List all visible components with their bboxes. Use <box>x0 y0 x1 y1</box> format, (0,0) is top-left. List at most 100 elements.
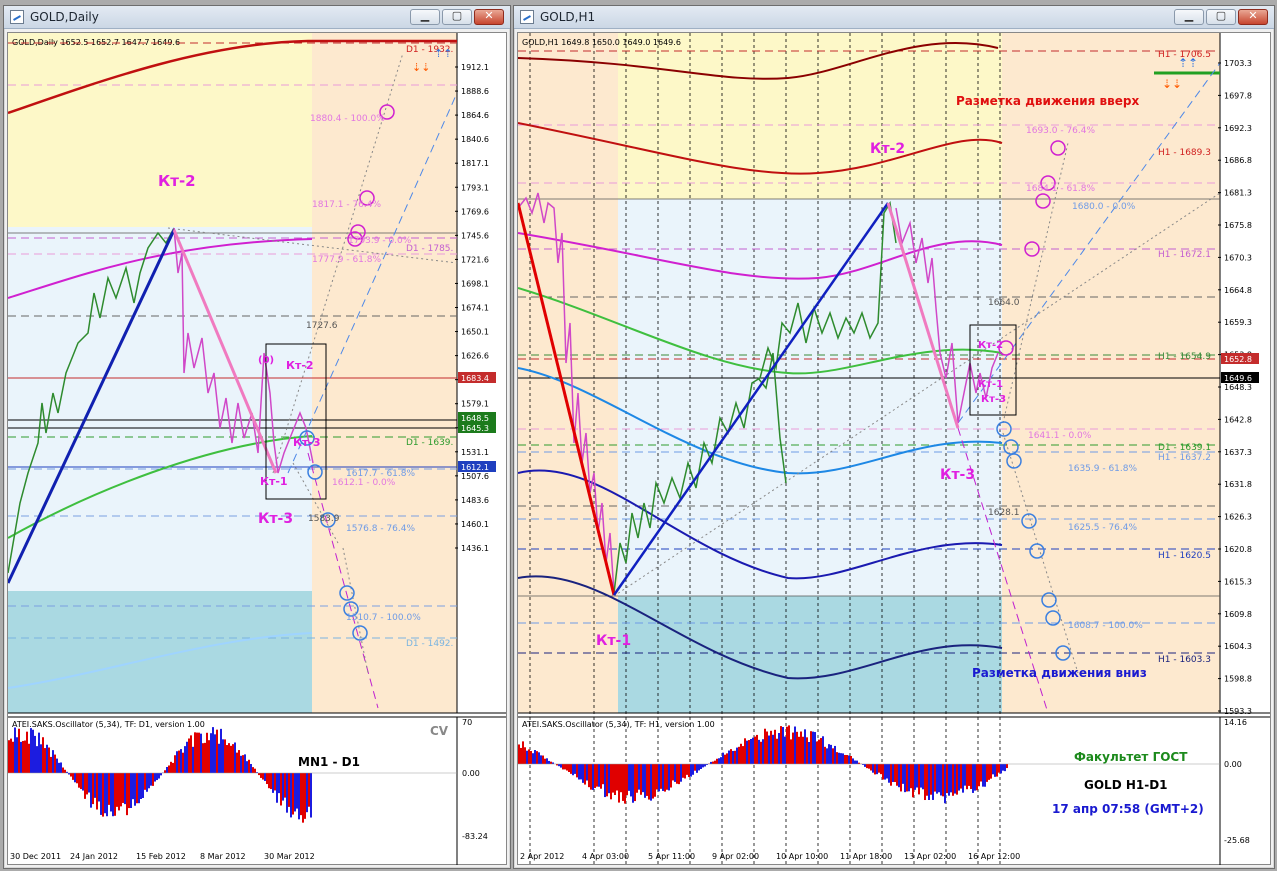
price-tick: 1626.6 <box>461 352 489 361</box>
faculty-label: Факультет ГОСТ <box>1074 750 1188 764</box>
price-tag-red: 1683.4 <box>461 374 489 383</box>
price-tick: 1664.8 <box>1224 286 1252 295</box>
osc-max: 70 <box>462 718 472 727</box>
fib-level: 1576.8 - 76.4% <box>346 524 415 534</box>
osc-min: -25.68 <box>1224 836 1250 845</box>
price-tick: 1631.8 <box>1224 480 1252 489</box>
date-tick: 30 Dec 2011 <box>10 852 61 861</box>
fib-level: 1625.5 - 76.4% <box>1068 523 1137 533</box>
close-icon: ✕ <box>484 9 494 22</box>
support-zone <box>8 591 312 713</box>
kt1-label: Кт-1 <box>596 633 631 649</box>
kt2-label: Кт-2 <box>286 359 314 372</box>
resistance-zone <box>8 33 312 227</box>
level-h1: H1 - 1654.9 <box>1158 352 1211 362</box>
date-tick: 2 Apr 2012 <box>520 852 564 861</box>
price-tick: 1609.8 <box>1224 610 1252 619</box>
oscillator-histogram <box>8 727 312 823</box>
minimize-button[interactable]: ▁ <box>1174 9 1204 25</box>
level-d1-green: D1 - 1639. <box>406 438 453 448</box>
price-tick: 1670.3 <box>1224 253 1252 262</box>
fib-level: 1880.4 - 100.0% <box>310 114 385 124</box>
date-tick: 5 Apr 11:00 <box>648 852 695 861</box>
date-tick: 8 Mar 2012 <box>200 852 246 861</box>
osc-zero: 0.00 <box>462 769 480 778</box>
price-tick: 1483.6 <box>461 496 489 505</box>
fib-level: 1617.7 - 61.8% <box>346 469 415 479</box>
kt1-label: Кт-1 <box>978 379 1003 390</box>
price-tick: 1686.8 <box>1224 156 1252 165</box>
chart-area[interactable]: GOLD,Daily 1652.5 1652.7 1647.7 1649.6 <box>7 32 507 865</box>
h1-chart-window[interactable]: GOLD,H1 ▁ ▢ ✕ GOLD,H1 1649.8 1650.0 1649… <box>513 5 1275 869</box>
price-tick: 1698.1 <box>461 279 489 288</box>
level-1727: 1727.6 <box>306 321 338 331</box>
price-tag-blue: 1612.1 <box>461 463 489 472</box>
fib-level: 1680.0 - 0.0% <box>1072 202 1136 212</box>
level-d1-top: D1 - 1932. <box>406 45 453 55</box>
minimize-button[interactable]: ▁ <box>410 9 440 25</box>
time-scale[interactable]: 30 Dec 2011 24 Jan 2012 15 Feb 2012 8 Mar 2… <box>10 852 315 861</box>
price-tick: 1436.1 <box>461 544 489 553</box>
level-h1-top: H1 - 1706.5 <box>1158 50 1211 60</box>
kt1-label: Кт-1 <box>260 475 288 488</box>
price-tick: 1675.8 <box>1224 221 1252 230</box>
annotation-down: Разметка движения вниз <box>972 666 1147 680</box>
h1-chart-svg[interactable]: GOLD,H1 1649.8 1650.0 1649.0 1649.6 <box>518 33 1270 865</box>
pair-label: GOLD H1-D1 <box>1084 778 1168 792</box>
date-tick: 24 Jan 2012 <box>70 852 118 861</box>
price-tick: 1793.1 <box>461 183 489 192</box>
maximize-button[interactable]: ▢ <box>1206 9 1236 25</box>
level-1628: 1628.1 <box>988 508 1020 518</box>
daily-chart-svg[interactable]: GOLD,Daily 1652.5 1652.7 1647.7 1649.6 <box>8 33 506 865</box>
fib-level: 1793.9 - 0.0% <box>348 236 412 246</box>
price-tick: 1817.1 <box>461 159 489 168</box>
fib-level: 1777.9 - 61.8% <box>312 255 381 265</box>
chart-window-icon <box>10 10 24 24</box>
maximize-button[interactable]: ▢ <box>442 9 472 25</box>
level-d1-low: D1 - 1492. <box>406 639 453 649</box>
fib-level: 1684.1 - 61.8% <box>1026 184 1095 194</box>
up-arrows: ⇡⇡ <box>434 47 452 60</box>
kt2-label: Кт-2 <box>870 141 905 157</box>
osc-title: ATEI.SAKS.Oscillator (5,34), TF: D1, ver… <box>12 720 205 729</box>
support-zone <box>618 596 1002 713</box>
close-button[interactable]: ✕ <box>1238 9 1268 25</box>
window-title: GOLD,Daily <box>30 10 99 24</box>
date-tick: 10 Apr 10:00 <box>776 852 828 861</box>
price-tick: 1626.3 <box>1224 513 1252 522</box>
price-tick: 1681.3 <box>1224 189 1252 198</box>
price-tag-green: 1648.5 <box>461 414 489 423</box>
title-bar[interactable]: GOLD,H1 ▁ ▢ ✕ <box>514 6 1274 29</box>
up-arrows: ⇡⇡ <box>1178 56 1198 70</box>
level-h1: H1 - 1689.3 <box>1158 148 1211 158</box>
maximize-icon: ▢ <box>451 9 463 22</box>
down-arrows: ⇣⇣ <box>412 61 430 74</box>
fib-level: 1817.1 - 76.4% <box>312 200 381 210</box>
date-tick: 15 Feb 2012 <box>136 852 186 861</box>
kt3-label: Кт-3 <box>940 467 975 483</box>
time-scale[interactable]: 2 Apr 2012 4 Apr 03:00 5 Apr 11:00 9 Apr 02… <box>520 852 1020 861</box>
price-tick: 1721.6 <box>461 255 489 264</box>
level-h1: H1 - 1620.5 <box>1158 551 1211 561</box>
price-tick: 1697.8 <box>1224 91 1252 100</box>
price-scale[interactable]: 1703.3 1697.8 1692.3 1686.8 1681.3 1675.8 1670… <box>1218 59 1252 716</box>
close-button[interactable]: ✕ <box>474 9 504 25</box>
oscillator-histogram <box>518 725 1008 804</box>
chart-window-icon <box>520 10 534 24</box>
title-bar[interactable]: GOLD,Daily ▁ ▢ ✕ <box>4 6 510 29</box>
osc-zero: 0.00 <box>1224 760 1242 769</box>
price-tick: 1659.3 <box>1224 318 1252 327</box>
price-tick: 1674.1 <box>461 304 489 313</box>
chart-area[interactable]: GOLD,H1 1649.8 1650.0 1649.0 1649.6 <box>517 32 1271 865</box>
price-tick: 1703.3 <box>1224 59 1252 68</box>
time-label: 17 апр 07:58 (GMT+2) <box>1052 802 1204 816</box>
ohlc-readout: GOLD,H1 1649.8 1650.0 1649.0 1649.6 <box>522 38 681 47</box>
price-tick: 1579.1 <box>461 400 489 409</box>
price-tick: 1460.1 <box>461 520 489 529</box>
maximize-icon: ▢ <box>1215 9 1227 22</box>
price-scale[interactable]: 1912.1 1888.6 1864.6 1840.6 1817.1 1793.1 1769… <box>455 63 489 553</box>
daily-chart-window[interactable]: GOLD,Daily ▁ ▢ ✕ GOLD,Daily 1652.5 1652.… <box>3 5 511 869</box>
annotation-up: Разметка движения вверх <box>956 94 1139 108</box>
date-tick: 9 Apr 02:00 <box>712 852 759 861</box>
zero-label: (0) <box>258 355 274 366</box>
